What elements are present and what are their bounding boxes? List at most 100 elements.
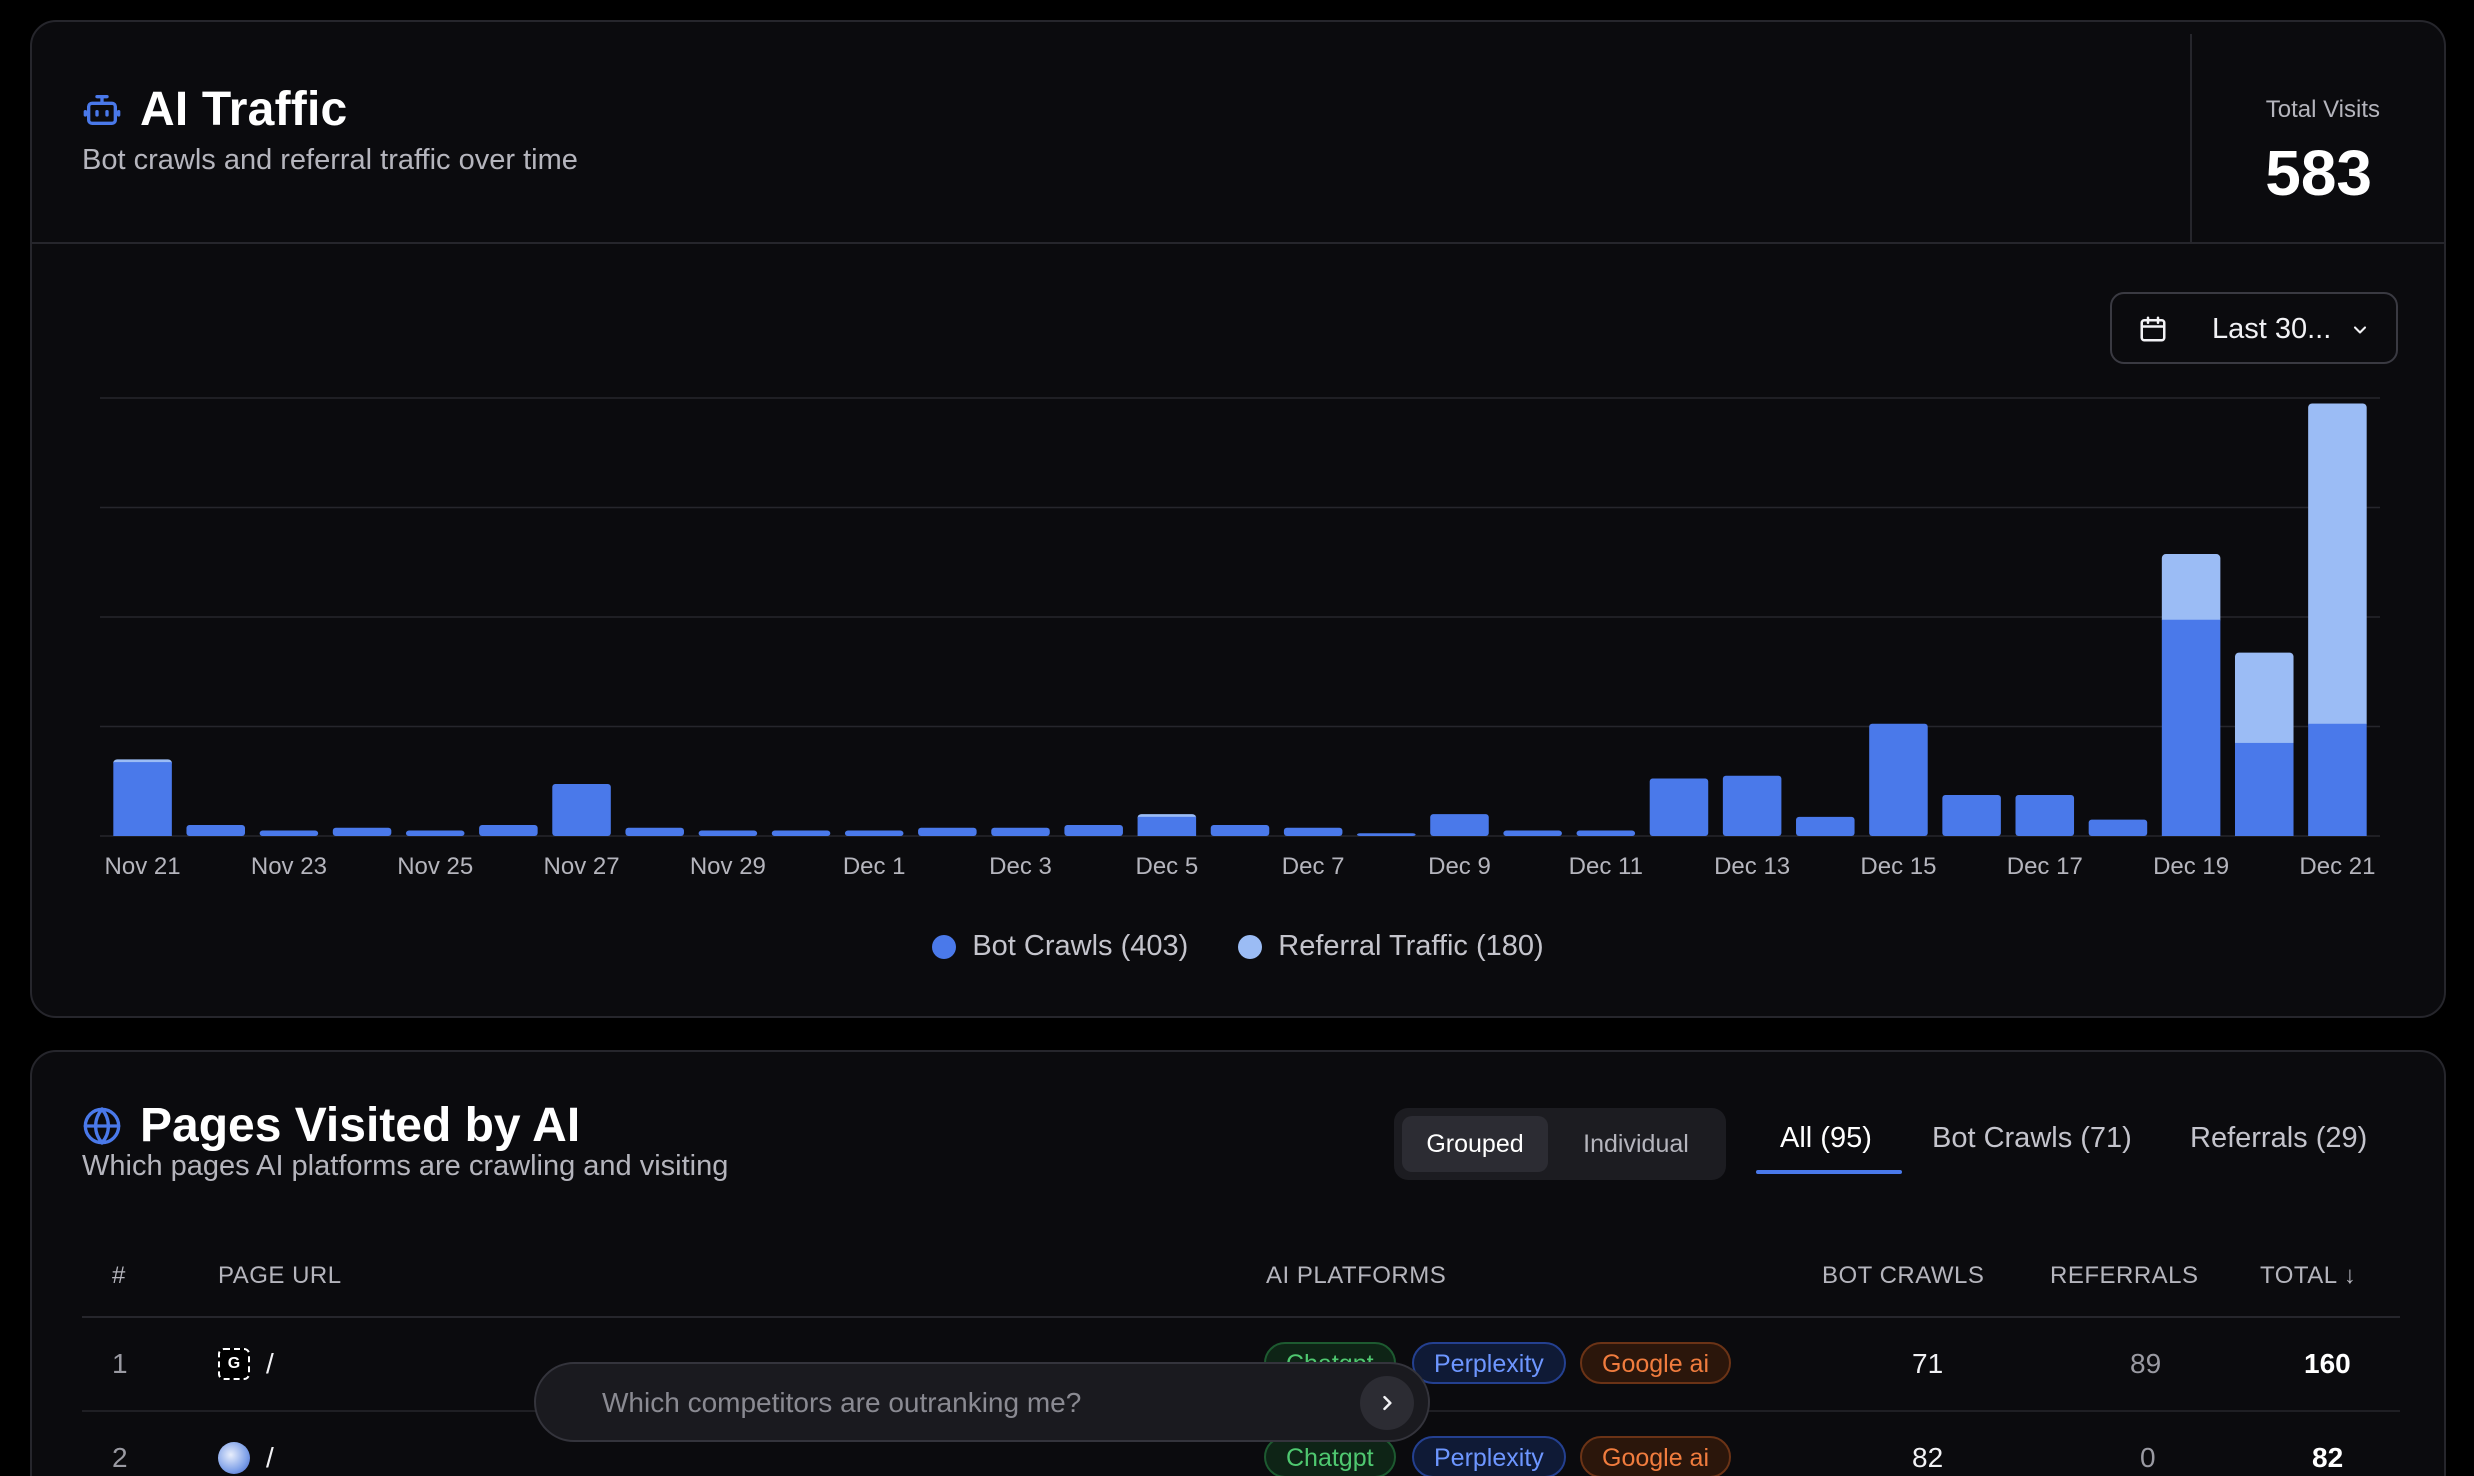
tab-bot-crawls[interactable]: Bot Crawls (71) [1932,1122,2132,1154]
individual-toggle[interactable]: Individual [1583,1130,1689,1158]
x-tick-label: Dec 7 [1282,853,1345,880]
page-url-link[interactable]: / [266,1348,274,1379]
col-header-ai-platforms: AI PLATFORMS [1266,1262,1447,1289]
x-tick-label: Dec 13 [1714,853,1790,880]
col-header-referrals[interactable]: REFERRALS [2050,1262,2199,1289]
grouped-toggle[interactable]: Grouped [1402,1116,1548,1172]
legend-referral-label: Referral Traffic (180) [1278,930,1544,962]
bar-bot-dec-14[interactable] [1796,816,1855,836]
x-tick-label: Dec 3 [989,853,1052,880]
bar-bot-dec-19[interactable] [2161,619,2221,836]
row-index: 2 [112,1442,128,1473]
section-subtitle: Which pages AI platforms are crawling an… [82,1150,729,1182]
ai-traffic-bar-chart: Nov 21 Nov 23 Nov 25 Nov 27 Nov 29 Dec 1 Dec 3… [100,397,2380,880]
traffic-subtitle: Bot crawls and referral traffic over tim… [82,144,578,176]
total-value: 82 [2312,1442,2344,1473]
globe-icon [83,1106,121,1145]
globe-favicon-icon [218,1442,250,1474]
date-range-label: Last 30... [2212,313,2332,345]
bar-bot-dec-1[interactable] [844,830,904,836]
bar-bot-dec-9[interactable] [1430,814,1489,836]
x-tick-label: Dec 21 [2299,853,2375,880]
tab-referrals[interactable]: Referrals (29) [2190,1122,2368,1154]
platform-badge-chatgpt: Chatgpt [1264,1436,1396,1476]
traffic-header: AI Traffic Bot crawls and referral traff… [32,22,2444,244]
page-url-link[interactable]: / [266,1442,274,1473]
x-tick-label: Dec 15 [1860,853,1936,880]
chevron-down-icon [2353,326,2367,334]
bar-bot-dec-16[interactable] [1942,794,2001,836]
bar-bot-nov-26[interactable] [479,825,538,836]
bar-bot-dec-4[interactable] [1064,825,1123,836]
bar-bot-dec-15[interactable] [1869,723,1928,836]
col-header-index: # [112,1262,126,1289]
bar-bot-dec-18[interactable] [2088,819,2148,836]
referrals-value: 89 [2130,1348,2162,1379]
bar-bot-dec-5[interactable] [1137,816,1197,836]
table-header-divider [82,1316,2400,1318]
legend-referral-dot [1238,934,1263,959]
bar-bot-dec-17[interactable] [2015,794,2075,836]
bar-bot-dec-12[interactable] [1649,778,1709,836]
bar-bot-dec-11[interactable] [1576,830,1636,836]
bot-crawls-value: 71 [1912,1348,1944,1379]
platform-badge-perplexity: Perplexity [1412,1436,1566,1476]
bar-bot-nov-27[interactable] [552,783,611,836]
chevron-right-icon [1383,1395,1392,1411]
bar-referral-dec-20[interactable] [2234,652,2294,747]
x-tick-label: Nov 23 [251,853,327,880]
x-tick-label: Dec 5 [1135,853,1198,880]
section-title: Pages Visited by AI [140,1099,581,1152]
legend-bot-dot [932,934,957,959]
x-tick-label: Nov 25 [397,853,473,880]
bar-referral-dec-19[interactable] [2161,554,2221,624]
col-header-page-url: PAGE URL [218,1262,342,1289]
legend-bot-label: Bot Crawls (403) [972,930,1189,962]
send-prompt-button[interactable] [1360,1376,1414,1430]
total-visits-box: Total Visits 583 [2190,34,2444,244]
platform-badge-perplexity: Perplexity [1412,1342,1566,1384]
x-tick-label: Dec 17 [2007,853,2083,880]
ai-prompt-input[interactable] [602,1382,1282,1424]
bar-bot-dec-21[interactable] [2308,723,2367,836]
bar-bot-nov-21[interactable] [113,762,172,836]
referrals-value: 0 [2140,1442,2156,1473]
legend-referral-traffic[interactable]: Referral Traffic (180) [1238,930,1544,963]
calendar-icon [2140,316,2166,342]
bar-bot-nov-29[interactable] [698,830,758,836]
platform-badge-google-ai: Google ai [1580,1342,1732,1384]
active-tab-indicator [1756,1170,1902,1174]
x-tick-label: Dec 1 [843,853,906,880]
col-header-total[interactable]: TOTAL ↓ [2260,1262,2357,1289]
bar-bot-dec-2[interactable] [918,827,977,836]
bar-bot-nov-24[interactable] [332,827,392,836]
x-tick-label: Dec 19 [2153,853,2229,880]
bar-bot-dec-13[interactable] [1722,775,1782,836]
bar-bot-nov-23[interactable] [259,830,319,836]
bot-icon [83,94,121,125]
bar-bot-dec-7[interactable] [1283,827,1343,836]
x-tick-label: Nov 29 [690,853,766,880]
x-tick-label: Nov 27 [544,853,620,880]
bar-referral-dec-21[interactable] [2308,403,2367,728]
bar-bot-dec-8[interactable] [1357,833,1416,836]
tab-all[interactable]: All (95) [1780,1122,1872,1154]
date-range-select[interactable]: Last 30... [2110,292,2398,364]
legend-bot-crawls[interactable]: Bot Crawls (403) [932,930,1188,963]
bar-bot-nov-30[interactable] [771,830,831,836]
bar-bot-dec-20[interactable] [2234,742,2294,836]
bar-bot-nov-28[interactable] [625,827,684,836]
total-visits-label: Total Visits [2265,96,2380,123]
bar-bot-nov-25[interactable] [405,830,465,836]
col-header-bot-crawls[interactable]: BOT CRAWLS [1822,1262,1985,1289]
bot-crawls-value: 82 [1912,1442,1944,1473]
bar-bot-dec-10[interactable] [1503,830,1562,836]
page-title: AI Traffic [140,83,348,136]
total-value: 160 [2304,1348,2351,1379]
bar-bot-dec-3[interactable] [991,827,1050,836]
traffic-title-row: AI Traffic [82,82,347,137]
row-index: 1 [112,1348,128,1379]
platform-badge-google-ai: Google ai [1580,1436,1732,1476]
bar-bot-nov-22[interactable] [186,825,246,836]
bar-bot-dec-6[interactable] [1210,825,1270,836]
